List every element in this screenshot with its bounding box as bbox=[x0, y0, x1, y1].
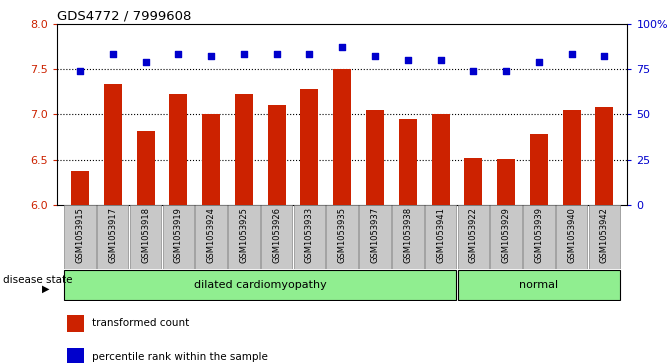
Point bbox=[206, 53, 217, 59]
Bar bbox=[464, 158, 482, 205]
Point bbox=[74, 68, 85, 74]
Text: dilated cardiomyopathy: dilated cardiomyopathy bbox=[194, 280, 327, 290]
Text: GSM1053922: GSM1053922 bbox=[469, 207, 478, 263]
Bar bbox=[497, 159, 515, 205]
Bar bbox=[595, 107, 613, 205]
FancyBboxPatch shape bbox=[162, 205, 194, 269]
FancyBboxPatch shape bbox=[425, 205, 456, 269]
Text: GSM1053917: GSM1053917 bbox=[108, 207, 117, 263]
Text: GDS4772 / 7999608: GDS4772 / 7999608 bbox=[57, 9, 191, 23]
FancyBboxPatch shape bbox=[458, 270, 620, 300]
Point bbox=[566, 52, 577, 57]
FancyBboxPatch shape bbox=[64, 270, 456, 300]
Point bbox=[304, 52, 315, 57]
Bar bbox=[104, 85, 121, 205]
FancyBboxPatch shape bbox=[491, 205, 522, 269]
Text: GSM1053925: GSM1053925 bbox=[240, 207, 248, 263]
Text: GSM1053935: GSM1053935 bbox=[338, 207, 347, 263]
Bar bbox=[66, 315, 84, 332]
Bar bbox=[399, 119, 417, 205]
FancyBboxPatch shape bbox=[359, 205, 391, 269]
Bar bbox=[530, 134, 548, 205]
Text: GSM1053937: GSM1053937 bbox=[370, 207, 380, 263]
FancyBboxPatch shape bbox=[458, 205, 489, 269]
Bar bbox=[136, 131, 154, 205]
Text: GSM1053940: GSM1053940 bbox=[567, 207, 576, 263]
FancyBboxPatch shape bbox=[588, 205, 620, 269]
Bar bbox=[333, 69, 351, 205]
Text: ▶: ▶ bbox=[42, 284, 50, 294]
Text: transformed count: transformed count bbox=[93, 318, 189, 329]
Point bbox=[370, 53, 380, 59]
Text: GSM1053941: GSM1053941 bbox=[436, 207, 445, 263]
FancyBboxPatch shape bbox=[228, 205, 260, 269]
FancyBboxPatch shape bbox=[97, 205, 128, 269]
FancyBboxPatch shape bbox=[392, 205, 423, 269]
Text: normal: normal bbox=[519, 280, 558, 290]
Point bbox=[501, 68, 511, 74]
Point bbox=[337, 44, 348, 50]
Point bbox=[173, 52, 184, 57]
Point bbox=[533, 59, 544, 65]
Text: GSM1053918: GSM1053918 bbox=[141, 207, 150, 263]
Point bbox=[599, 53, 610, 59]
Text: GSM1053939: GSM1053939 bbox=[534, 207, 544, 263]
Bar bbox=[169, 94, 187, 205]
Text: GSM1053929: GSM1053929 bbox=[502, 207, 511, 263]
Bar bbox=[268, 105, 286, 205]
Text: GSM1053933: GSM1053933 bbox=[305, 207, 314, 263]
Point bbox=[140, 59, 151, 65]
Point bbox=[107, 52, 118, 57]
Bar bbox=[431, 114, 450, 205]
Bar bbox=[301, 89, 319, 205]
FancyBboxPatch shape bbox=[261, 205, 293, 269]
Text: GSM1053915: GSM1053915 bbox=[75, 207, 85, 263]
Point bbox=[468, 68, 478, 74]
FancyBboxPatch shape bbox=[130, 205, 161, 269]
Text: GSM1053938: GSM1053938 bbox=[403, 207, 412, 263]
Text: GSM1053924: GSM1053924 bbox=[207, 207, 215, 263]
Point bbox=[403, 57, 413, 63]
Point bbox=[435, 57, 446, 63]
FancyBboxPatch shape bbox=[195, 205, 227, 269]
Bar bbox=[71, 171, 89, 205]
FancyBboxPatch shape bbox=[294, 205, 325, 269]
FancyBboxPatch shape bbox=[64, 205, 96, 269]
FancyBboxPatch shape bbox=[327, 205, 358, 269]
Text: GSM1053926: GSM1053926 bbox=[272, 207, 281, 263]
Bar bbox=[66, 348, 84, 363]
Bar bbox=[202, 114, 220, 205]
Text: GSM1053942: GSM1053942 bbox=[600, 207, 609, 263]
Text: GSM1053919: GSM1053919 bbox=[174, 207, 183, 263]
Bar bbox=[366, 110, 384, 205]
Point bbox=[238, 52, 249, 57]
Point bbox=[271, 52, 282, 57]
FancyBboxPatch shape bbox=[523, 205, 555, 269]
FancyBboxPatch shape bbox=[556, 205, 587, 269]
Text: disease state: disease state bbox=[3, 274, 73, 285]
Bar bbox=[563, 110, 580, 205]
Bar bbox=[235, 94, 253, 205]
Text: percentile rank within the sample: percentile rank within the sample bbox=[93, 352, 268, 362]
